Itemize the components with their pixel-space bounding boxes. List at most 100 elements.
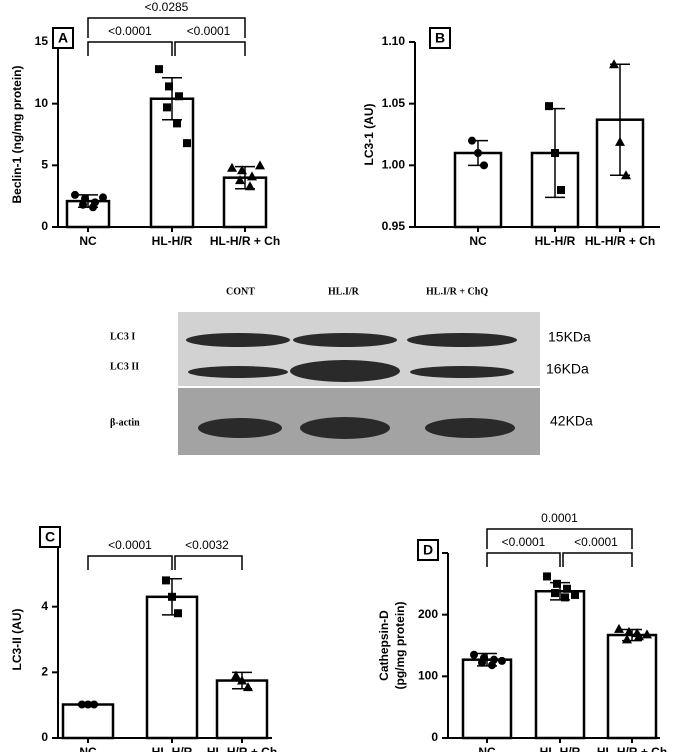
x-tick-label: NC (79, 745, 97, 752)
data-point (553, 579, 561, 588)
data-point (81, 194, 89, 203)
bar (61, 703, 115, 740)
band (290, 360, 400, 382)
significance-bracket (174, 555, 243, 570)
lane-label: HL.I/R (328, 286, 360, 297)
bar (534, 589, 586, 740)
row-label: LC3 II (110, 361, 139, 372)
data-point (255, 160, 265, 170)
y-tick-label: 0.95 (382, 219, 406, 233)
y-tick-label: 200 (418, 607, 438, 621)
data-point (84, 700, 92, 709)
y-axis-label: (pg/mg protein) (393, 602, 407, 690)
band (293, 333, 397, 347)
band (410, 366, 514, 378)
y-tick-label: 0 (41, 730, 48, 744)
lane-label: CONT (226, 286, 255, 297)
western-blot: CONT HL.I/R HL.I/R + ChQ LC3 I LC3 II β-… (110, 286, 593, 455)
data-point (563, 584, 571, 593)
bar (65, 199, 111, 229)
data-point (609, 59, 619, 69)
band (198, 418, 282, 438)
data-point (478, 658, 486, 667)
data-point (545, 102, 553, 111)
chart: 0246LC3-II (AU)CNCHL-H/RHL-H/R + Ch<0.00… (10, 526, 277, 752)
data-point (231, 670, 241, 680)
data-point (498, 656, 506, 665)
data-point (488, 661, 496, 670)
p-value-label: <0.0001 (187, 24, 231, 38)
p-value-label: <0.0001 (502, 535, 546, 549)
data-point (155, 65, 163, 74)
y-tick-label: 0 (431, 730, 438, 744)
panel-label: C (45, 529, 55, 545)
size-label: 15KDa (548, 329, 591, 345)
data-point (174, 609, 182, 618)
data-point (622, 634, 632, 644)
data-point (163, 103, 171, 112)
data-point (551, 149, 559, 157)
data-point (621, 170, 631, 180)
bar (606, 633, 658, 740)
band (300, 417, 390, 439)
x-tick-label: HL-H/R + Ch (210, 234, 280, 248)
chart: 0100200300Cathepsin-D(pg/mg protein)DNCH… (377, 511, 667, 752)
bar (461, 658, 513, 740)
data-point (632, 628, 642, 638)
significance-bracket (174, 41, 246, 56)
data-point (89, 203, 97, 212)
chart: 0.95 1.00 1.05 1.10 LC3-1 (AU) B NC HL-H/R HL-H/… (362, 27, 660, 248)
data-point (237, 165, 247, 175)
significance-bracket (87, 555, 173, 570)
y-tick-label: 1.00 (382, 158, 406, 172)
data-point (99, 193, 107, 202)
data-point (90, 700, 98, 709)
y-tick-label: 10 (35, 96, 49, 110)
lane-label: HL.I/R + ChQ (426, 286, 488, 297)
x-tick-label: HL-H/R (540, 745, 581, 752)
band (425, 418, 515, 438)
data-point (557, 186, 565, 194)
data-point (183, 139, 191, 148)
p-value-label: <0.0001 (108, 538, 152, 552)
row-label: LC3 I (110, 331, 135, 342)
y-tick-label: 0 (41, 219, 48, 233)
data-point (165, 82, 173, 91)
data-point (543, 572, 551, 581)
significance-bracket (486, 528, 633, 549)
x-tick-label: HL-H/R (152, 234, 193, 248)
data-point (245, 181, 255, 191)
band (188, 366, 288, 378)
panel-box (39, 526, 61, 548)
data-point (247, 171, 257, 181)
data-point (235, 175, 245, 185)
panel-label: A (58, 30, 68, 46)
x-tick-label: NC (79, 234, 97, 248)
data-point (468, 136, 476, 145)
x-tick-label: HL-H/R + Ch (597, 745, 667, 752)
y-tick-label: 5 (41, 158, 48, 172)
significance-bracket (486, 552, 561, 567)
panel-box (417, 539, 439, 561)
panel-box (429, 27, 451, 49)
y-tick-label: 2 (41, 665, 48, 679)
data-point (168, 592, 176, 601)
y-tick-label: 1.10 (382, 34, 406, 48)
x-tick-label: HL-H/R + Ch (207, 745, 277, 752)
p-value-label: <0.0032 (185, 538, 229, 552)
data-point (243, 682, 253, 692)
x-tick-label: HL-H/R + Ch (585, 234, 655, 248)
row-label: β-actin (110, 417, 140, 428)
data-point (551, 589, 559, 598)
p-value-label: 0.0001 (541, 511, 578, 525)
data-point (624, 626, 634, 636)
data-point (227, 162, 237, 172)
y-axis-label: Beclin-1 (ng/mg protein) (10, 65, 24, 203)
y-axis-label: Cathepsin-D (377, 610, 391, 681)
panel-label: B (435, 30, 445, 46)
x-tick-label: HL-H/R (535, 234, 576, 248)
x-tick-label: HL-H/R (152, 745, 193, 752)
data-point (162, 576, 170, 585)
data-point (480, 161, 488, 170)
